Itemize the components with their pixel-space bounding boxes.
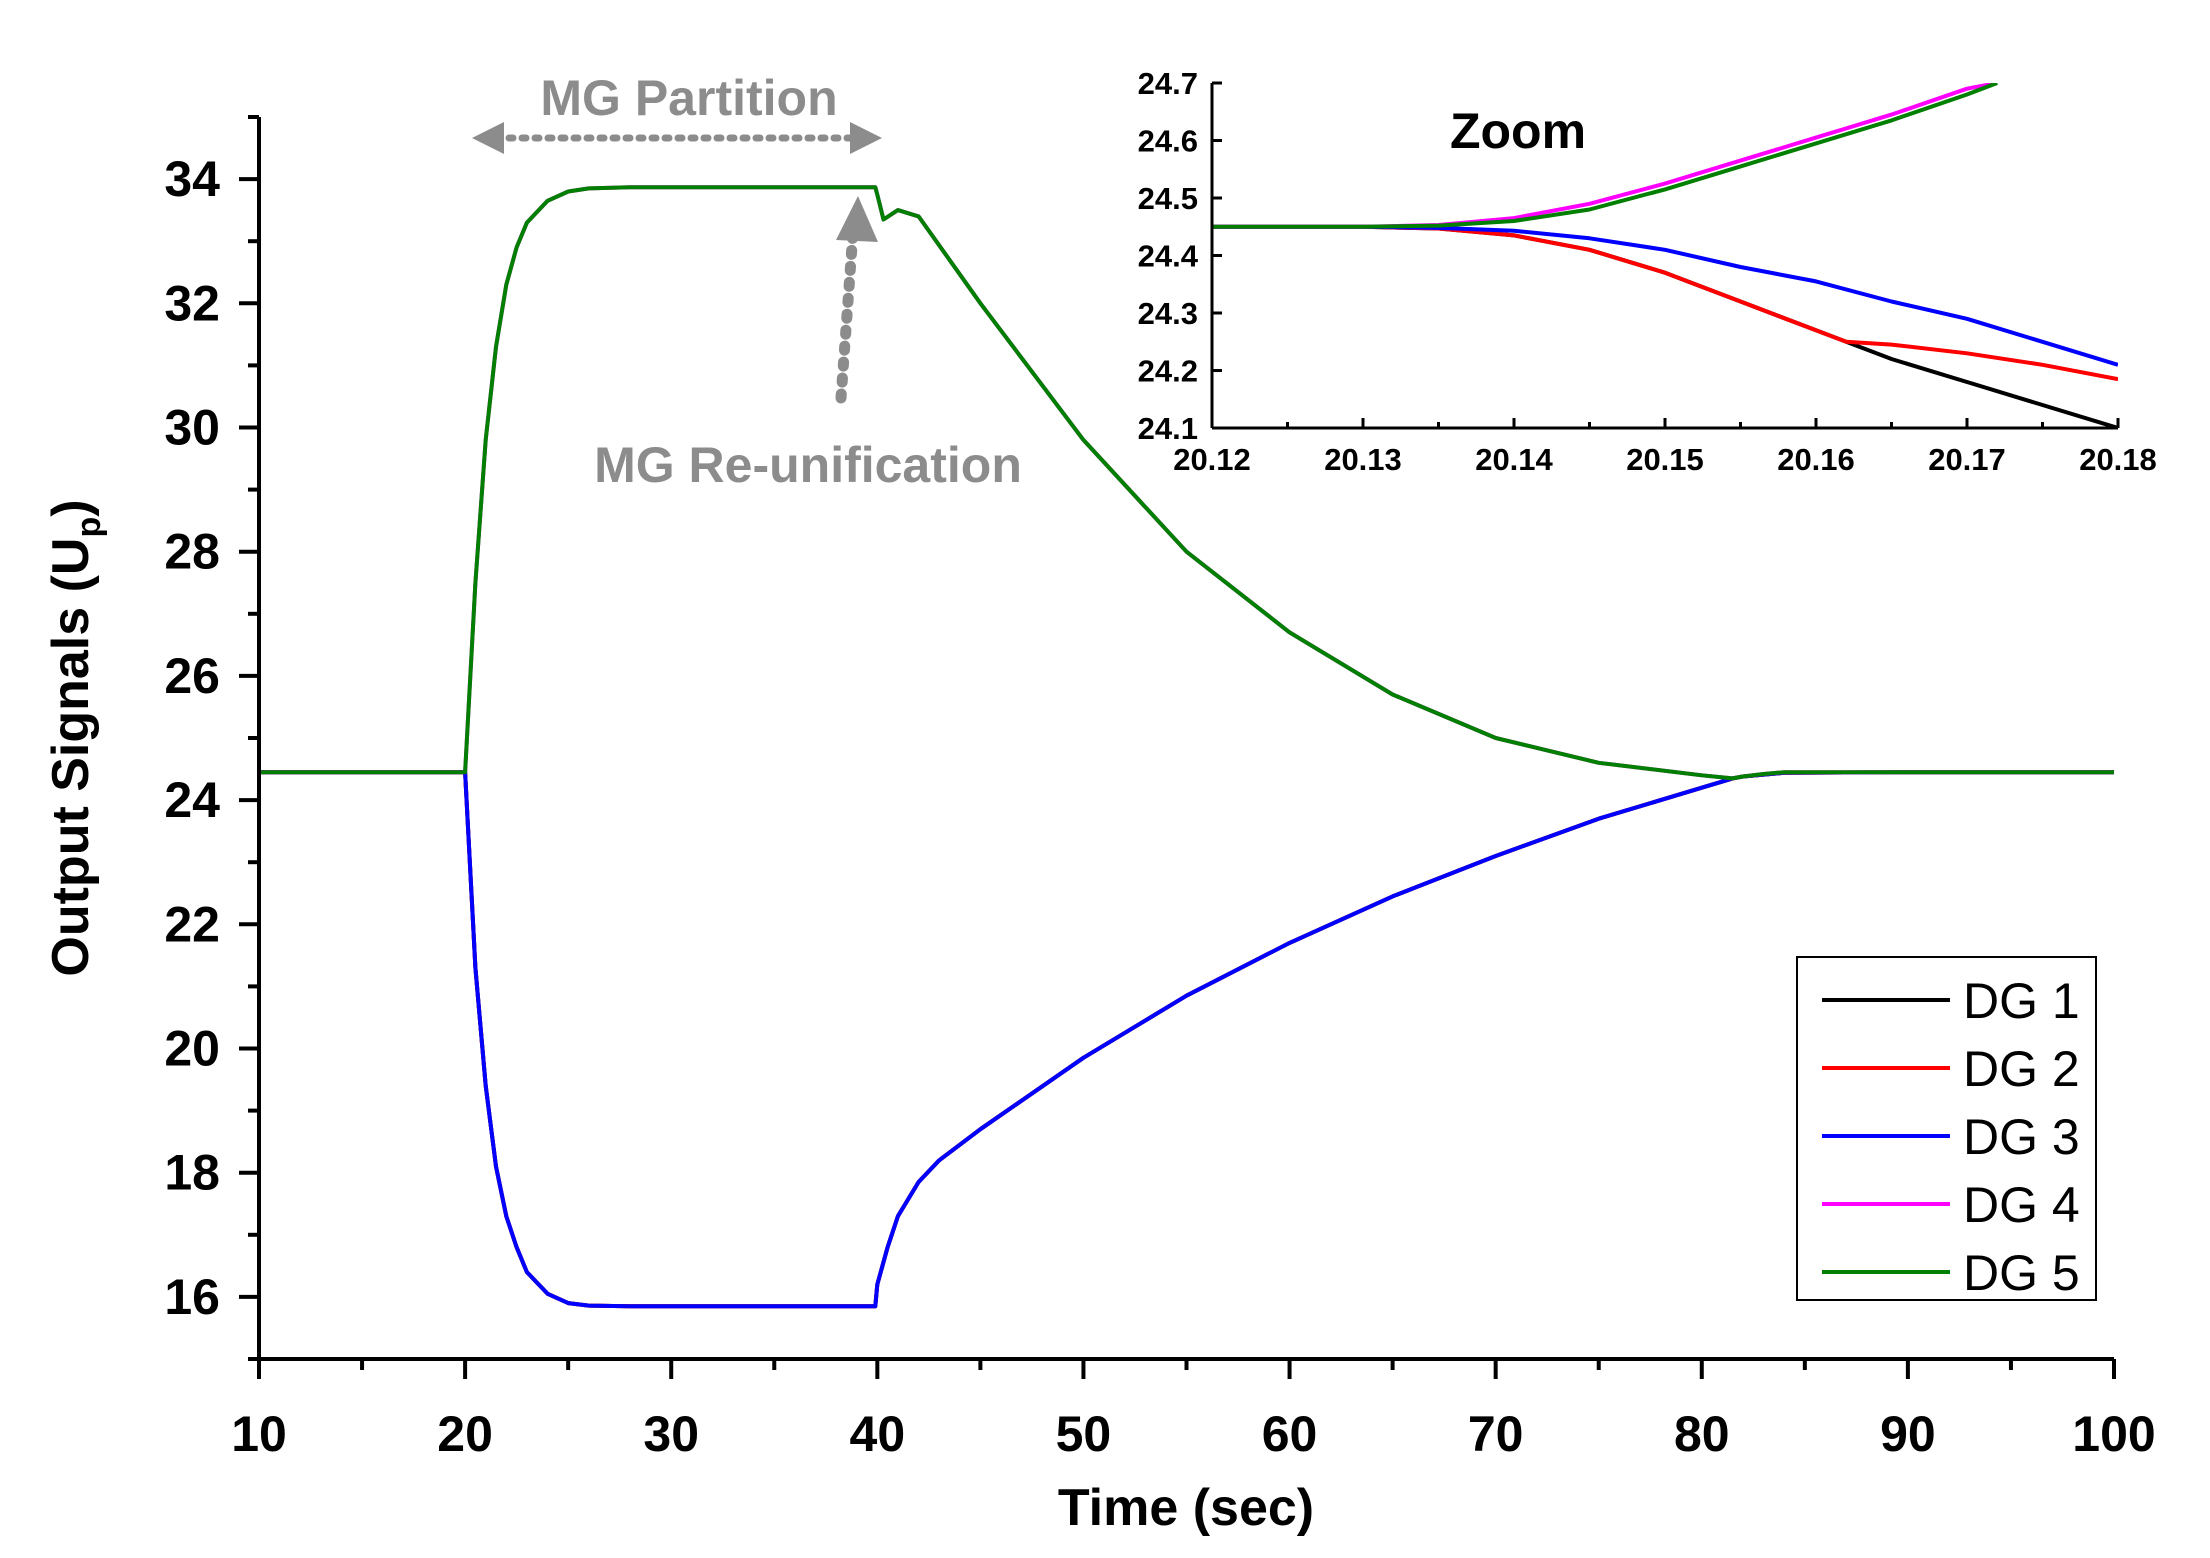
zoom-y-tick-label: 24.3	[1138, 296, 1198, 331]
main-x-tick-labels: 10 20 30 40 50 60 70 80 90 100	[231, 1406, 2156, 1462]
main-series-dg-5	[259, 185, 2114, 781]
zoom-inset: 20.12 20.13 20.14 20.15 20.16 20.17 20.18 24.1…	[1138, 66, 2157, 477]
reunification-annotation: MG Re-unification	[594, 196, 1022, 493]
legend-item-dg-5: DG 5	[1822, 1245, 2080, 1301]
main-x-tick-label: 30	[643, 1406, 699, 1462]
zoom-x-tick-labels: 20.12 20.13 20.14 20.15 20.16 20.17 20.18	[1173, 442, 2157, 477]
main-y-tick-label: 28	[164, 524, 220, 580]
legend-item-dg-2: DG 2	[1822, 1041, 2080, 1097]
zoom-series-dg-5	[1212, 83, 1998, 229]
zoom-y-tick-label: 24.1	[1138, 411, 1198, 446]
partition-label: MG Partition	[540, 70, 837, 126]
main-series-dg-3	[259, 770, 2114, 1309]
main-y-tick-label: 32	[164, 275, 220, 331]
legend-item-dg-4: DG 4	[1822, 1177, 2080, 1233]
reunification-label: MG Re-unification	[594, 437, 1022, 493]
zoom-x-tick-label: 20.17	[1928, 442, 2006, 477]
main-y-tick-labels: 16 18 20 22 24 26 28 30 32 34	[164, 151, 220, 1325]
zoom-x-tick-label: 20.18	[2079, 442, 2157, 477]
legend-label: DG 3	[1963, 1109, 2080, 1165]
zoom-y-tick-label: 24.2	[1138, 354, 1198, 389]
main-x-tick-label: 60	[1262, 1406, 1318, 1462]
main-x-tick-label: 40	[850, 1406, 906, 1462]
main-x-tick-label: 50	[1056, 1406, 1112, 1462]
main-y-tick-label: 26	[164, 648, 220, 704]
main-y-tick-label: 30	[164, 400, 220, 456]
main-x-tick-label: 90	[1880, 1406, 1936, 1462]
main-y-tick-label: 20	[164, 1021, 220, 1077]
main-x-tick-label: 100	[2072, 1406, 2155, 1462]
legend-label: DG 1	[1963, 973, 2080, 1029]
zoom-y-tick-label: 24.7	[1138, 66, 1198, 101]
zoom-y-tick-labels: 24.1 24.2 24.3 24.4 24.5 24.6 24.7	[1138, 66, 1199, 446]
main-x-tick-label: 80	[1674, 1406, 1730, 1462]
partition-arrow-left-head	[472, 122, 504, 154]
main-y-tick-label: 24	[164, 772, 220, 828]
zoom-x-tick-label: 20.15	[1626, 442, 1704, 477]
y-axis-title: Output Signals (Up)	[42, 499, 108, 976]
y-axis-title-close: )	[42, 499, 100, 516]
y-axis-title-main: Output Signals (U	[42, 538, 100, 977]
zoom-y-tick-label: 24.4	[1138, 239, 1199, 274]
partition-annotation: MG Partition	[472, 70, 882, 154]
y-axis-title-subscript: p	[70, 517, 108, 538]
partition-arrow-right-head	[850, 122, 882, 154]
zoom-y-tick-label: 24.5	[1138, 181, 1198, 216]
main-plot: 10 20 30 40 50 60 70 80 90 100 16 18 20 22 24 26 28 30 32…	[164, 115, 2156, 1462]
legend-label: DG 5	[1963, 1245, 2080, 1301]
legend: DG 1 DG 2 DG 3 DG 4 DG 5	[1796, 956, 2097, 1301]
reunification-arrow-line	[835, 226, 859, 404]
zoom-x-tick-label: 20.16	[1777, 442, 1855, 477]
legend-label: DG 4	[1963, 1177, 2080, 1233]
zoom-title: Zoom	[1450, 103, 1586, 159]
legend-label: DG 2	[1963, 1041, 2080, 1097]
legend-item-dg-3: DG 3	[1822, 1109, 2080, 1165]
legend-box	[1796, 956, 2097, 1301]
main-x-tick-label: 70	[1468, 1406, 1524, 1462]
main-y-tick-label: 34	[164, 151, 220, 207]
legend-items: DG 1 DG 2 DG 3 DG 4 DG 5	[1822, 973, 2080, 1301]
main-x-tick-label: 10	[231, 1406, 287, 1462]
reunification-arrow-head	[836, 196, 878, 242]
main-x-tick-label: 20	[437, 1406, 493, 1462]
zoom-x-tick-label: 20.12	[1173, 442, 1251, 477]
main-y-tick-label: 22	[164, 896, 220, 952]
legend-item-dg-1: DG 1	[1822, 973, 2080, 1029]
zoom-y-tick-label: 24.6	[1138, 124, 1198, 159]
main-series-group	[259, 185, 2114, 1309]
zoom-inset-background	[1212, 83, 2118, 428]
x-axis-title: Time (sec)	[1058, 1479, 1314, 1537]
zoom-x-tick-label: 20.13	[1324, 442, 1402, 477]
main-y-tick-label: 18	[164, 1145, 220, 1201]
zoom-series-group	[1212, 83, 2118, 428]
zoom-x-tick-label: 20.14	[1475, 442, 1553, 477]
main-y-tick-label: 16	[164, 1269, 220, 1325]
